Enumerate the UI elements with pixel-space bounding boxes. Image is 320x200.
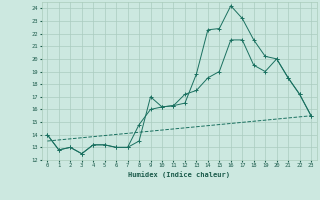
X-axis label: Humidex (Indice chaleur): Humidex (Indice chaleur) — [128, 171, 230, 178]
